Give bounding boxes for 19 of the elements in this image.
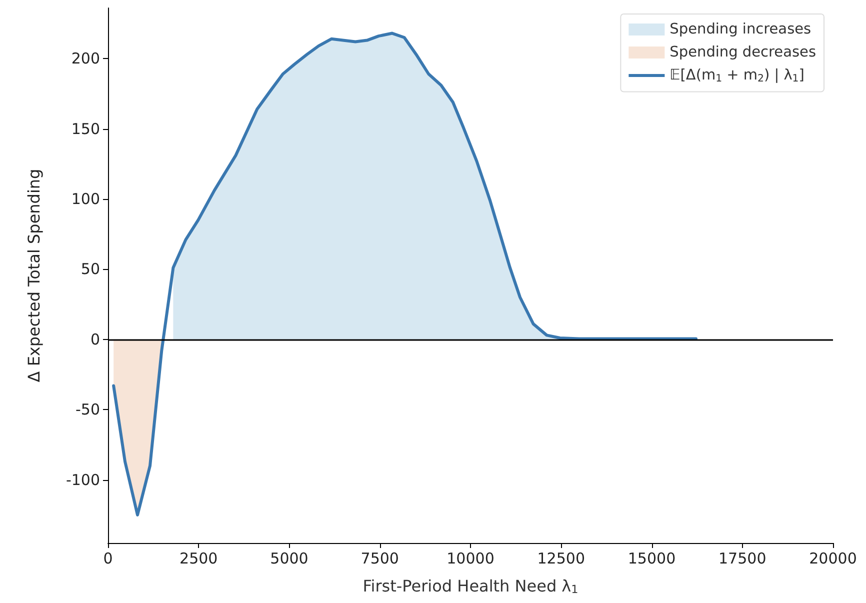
- x-tick-label: 5000: [270, 550, 308, 568]
- x-tick-label: 15000: [628, 550, 676, 568]
- y-tick-label: 0: [90, 330, 100, 348]
- x-tick-label: 12500: [537, 550, 585, 568]
- legend-label: Spending decreases: [670, 44, 816, 60]
- x-tick-label: 10000: [446, 550, 494, 568]
- x-tick-label: 2500: [180, 550, 218, 568]
- y-axis-title: Δ Expected Total Spending: [24, 168, 44, 382]
- y-tick-label: -100: [66, 470, 100, 489]
- y-tick-label: 150: [71, 120, 100, 138]
- x-tick-label: 20000: [809, 550, 857, 568]
- y-tick-label: 100: [71, 190, 100, 208]
- y-tick-label: -50: [76, 400, 100, 419]
- y-tick-label: 200: [71, 50, 100, 68]
- x-tick-label: 7500: [360, 550, 399, 568]
- x-tick-label: 17500: [718, 550, 766, 568]
- x-tick-label: 0: [103, 550, 113, 568]
- y-tick-label: 50: [80, 260, 100, 278]
- legend-label: Spending increases: [670, 22, 812, 38]
